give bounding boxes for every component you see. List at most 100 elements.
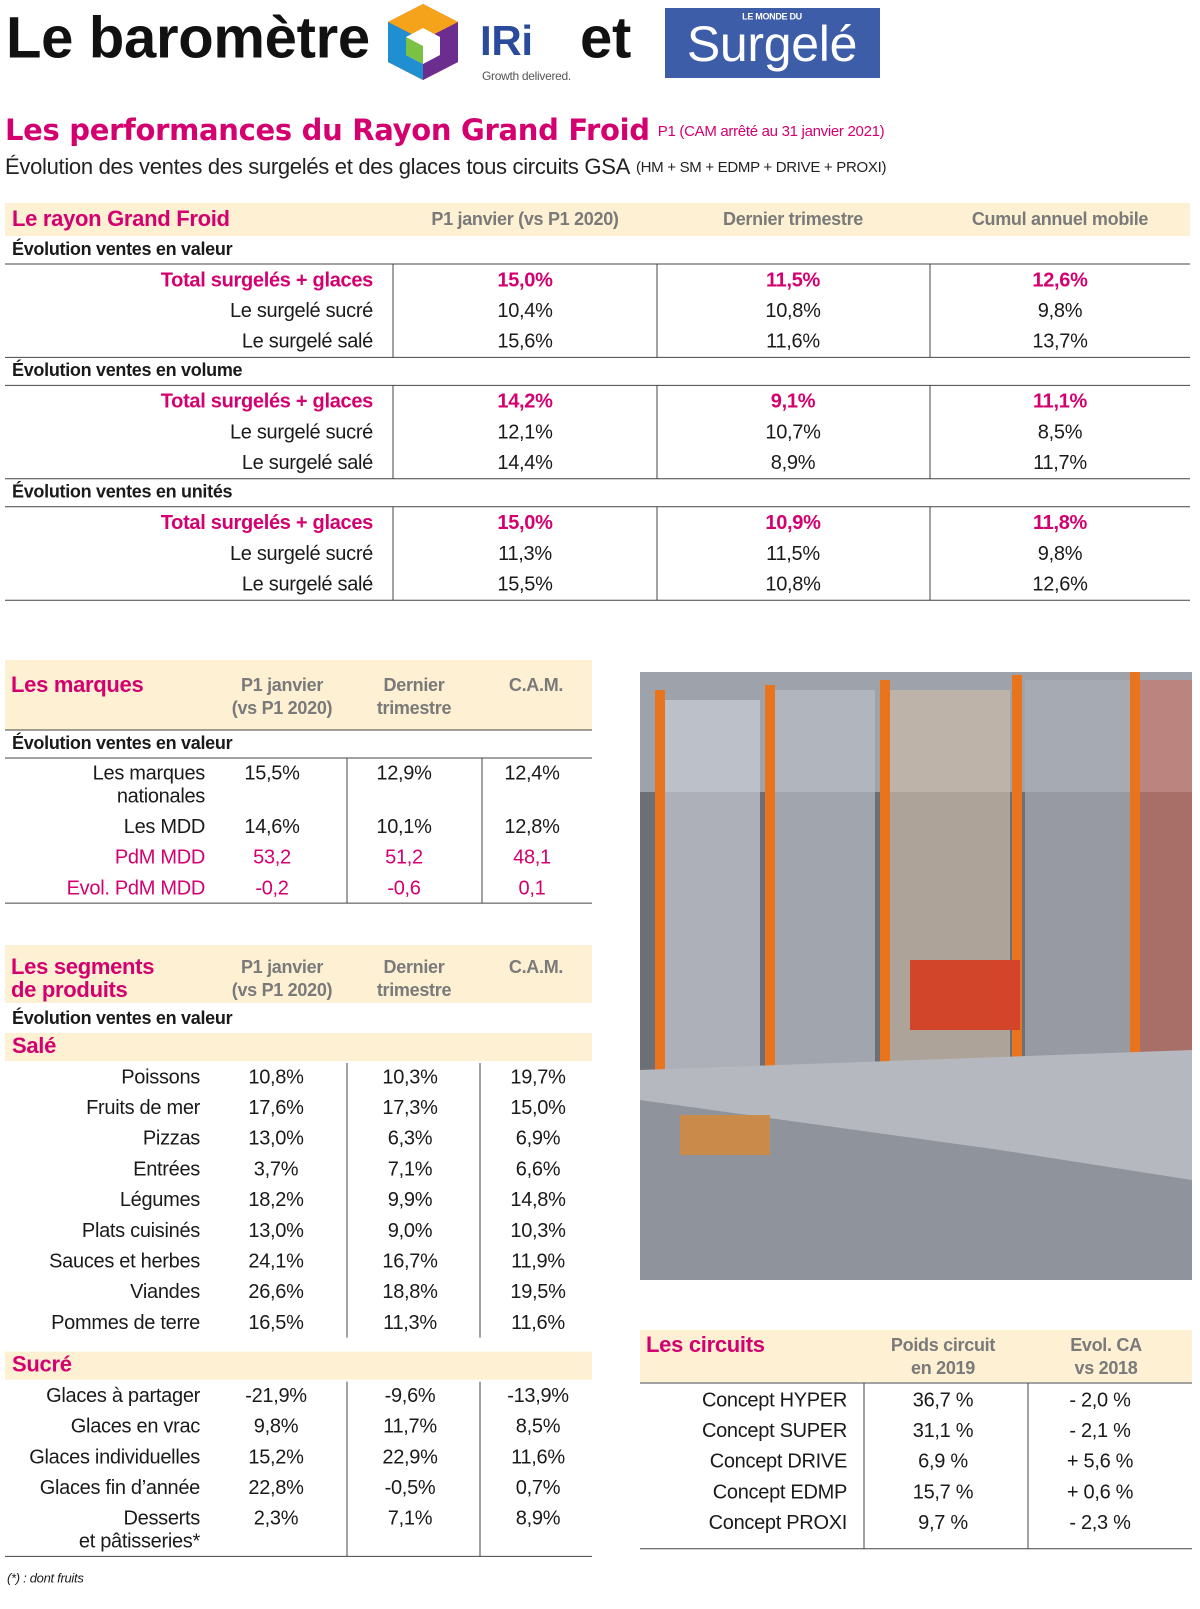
cell-value: 11,6% (511, 1312, 565, 1334)
column-header: C.A.M. (509, 675, 563, 695)
iri-logo-text: IRi (480, 17, 533, 64)
row-label: Les MDD (124, 816, 205, 838)
cell-value: 7,1% (388, 1508, 433, 1530)
cell-value: 9,7 % (918, 1512, 968, 1534)
column-header: P1 janvier (vs P1 2020) (431, 209, 619, 229)
iri-cube-logo (388, 4, 458, 80)
row-label: Concept HYPER (702, 1389, 847, 1411)
cell-value: 8,5% (516, 1416, 561, 1438)
cell-value: 6,9% (516, 1128, 561, 1150)
row-label: Total surgelés + glaces (161, 391, 373, 413)
column-header: Cumul annuel mobile (972, 209, 1149, 229)
cell-value: 12,1% (497, 421, 553, 443)
row-label: Le surgelé sucré (230, 543, 373, 565)
cell-value: - 2,0 % (1069, 1389, 1131, 1411)
cell-value: 26,6% (248, 1281, 304, 1303)
cell-value: 10,8% (248, 1066, 304, 1088)
cell-value: 15,6% (497, 331, 553, 353)
cell-value: 17,6% (248, 1097, 304, 1119)
footnote: (*) : dont fruits (7, 1570, 84, 1585)
page-title: Le baromètre (6, 5, 370, 70)
row-label: Le surgelé sucré (230, 300, 373, 322)
column-header: Dernier (384, 675, 445, 695)
cell-value: 18,8% (382, 1281, 438, 1303)
cell-value: 11,3% (383, 1312, 437, 1334)
row-label: Fruits de mer (86, 1097, 201, 1119)
cell-value: -0,2 (255, 877, 288, 899)
column-header: Evol. CA (1070, 1335, 1142, 1355)
cell-value: 9,1% (771, 391, 816, 413)
cell-value: 8,9% (516, 1508, 561, 1530)
cell-value: 10,3% (382, 1066, 438, 1088)
cell-value: 11,5% (766, 543, 820, 565)
subtitle-note: (HM + SM + EDMP + DRIVE + PROXI) (636, 159, 886, 176)
row-label: et pâtisseries* (79, 1531, 201, 1553)
column-header: (vs P1 2020) (232, 980, 333, 1000)
section-title: Les performances du Rayon Grand Froid P1 … (5, 113, 885, 147)
cell-value: -13,9% (507, 1385, 569, 1407)
cell-value: 51,2 (385, 847, 423, 869)
column-header: P1 janvier (241, 675, 323, 695)
row-label: Poissons (121, 1066, 200, 1088)
header-band (5, 1033, 592, 1061)
row-label: Viandes (130, 1281, 200, 1303)
cell-value: 48,1 (513, 847, 551, 869)
cell-value: 10,4% (497, 300, 553, 322)
cell-value: 17,3% (382, 1097, 438, 1119)
row-label: Glaces à partager (46, 1385, 201, 1407)
section-title-main: Les performances du Rayon Grand Froid (5, 113, 650, 147)
cell-value: -9,6% (385, 1385, 436, 1407)
row-label: Evol. PdM MDD (67, 877, 205, 899)
cell-value: 11,7% (1033, 452, 1087, 474)
cell-value: 9,8% (254, 1416, 299, 1438)
cell-value: 14,8% (510, 1189, 566, 1211)
column-header: vs 2018 (1075, 1358, 1138, 1378)
column-header: P1 janvier (241, 957, 323, 977)
cell-value: 14,6% (244, 816, 300, 838)
header-band (640, 1330, 1192, 1382)
cell-value: 9,8% (1038, 300, 1083, 322)
row-label: Desserts (123, 1508, 200, 1530)
column-header: Dernier trimestre (723, 209, 863, 229)
cell-value: 9,0% (388, 1220, 433, 1242)
row-label: Les marques (93, 762, 206, 784)
table-title: Les segments (11, 954, 154, 979)
row-label: Glaces individuelles (29, 1446, 200, 1468)
row-label: Total surgelés + glaces (161, 269, 373, 291)
row-label: Glaces fin d’année (40, 1477, 200, 1499)
row-label: nationales (117, 785, 205, 807)
row-label: Plats cuisinés (82, 1220, 200, 1242)
column-header: en 2019 (911, 1358, 975, 1378)
surgele-logo-box (665, 8, 880, 78)
cell-value: 16,7% (382, 1250, 438, 1272)
cell-value: 18,2% (248, 1189, 304, 1211)
cell-value: 15,7 % (913, 1481, 974, 1503)
cell-value: 10,1% (376, 816, 432, 838)
iri-tagline: Growth delivered. (482, 69, 571, 83)
subgroup-title: Salé (12, 1033, 56, 1058)
table-title: Les marques (11, 672, 143, 697)
cell-value: 11,6% (511, 1446, 565, 1468)
row-label: Concept SUPER (702, 1420, 847, 1442)
cell-value: 19,7% (510, 1066, 566, 1088)
table-title: Le rayon Grand Froid (12, 206, 230, 231)
header-band (5, 203, 1190, 236)
column-header: C.A.M. (509, 957, 563, 977)
row-label: Sauces et herbes (49, 1250, 200, 1272)
cell-value: - 2,1 % (1069, 1420, 1131, 1442)
cell-value: 13,0% (248, 1220, 304, 1242)
cell-value: 2,3% (254, 1508, 299, 1530)
cell-value: 11,1% (1033, 391, 1088, 413)
cell-value: 11,5% (766, 269, 821, 291)
cell-value: 19,5% (510, 1281, 566, 1303)
group-title: Évolution ventes en valeur (12, 732, 233, 753)
cell-value: 10,8% (765, 573, 821, 595)
cell-value: 3,7% (254, 1158, 299, 1180)
row-label: Entrées (133, 1158, 200, 1180)
column-header: Poids circuit (891, 1335, 995, 1355)
cell-value: 15,0% (497, 269, 553, 291)
section-subtitle: Évolution des ventes des surgelés et des… (5, 154, 886, 179)
cell-value: 10,9% (765, 512, 821, 534)
cell-value: 0,7% (516, 1477, 561, 1499)
